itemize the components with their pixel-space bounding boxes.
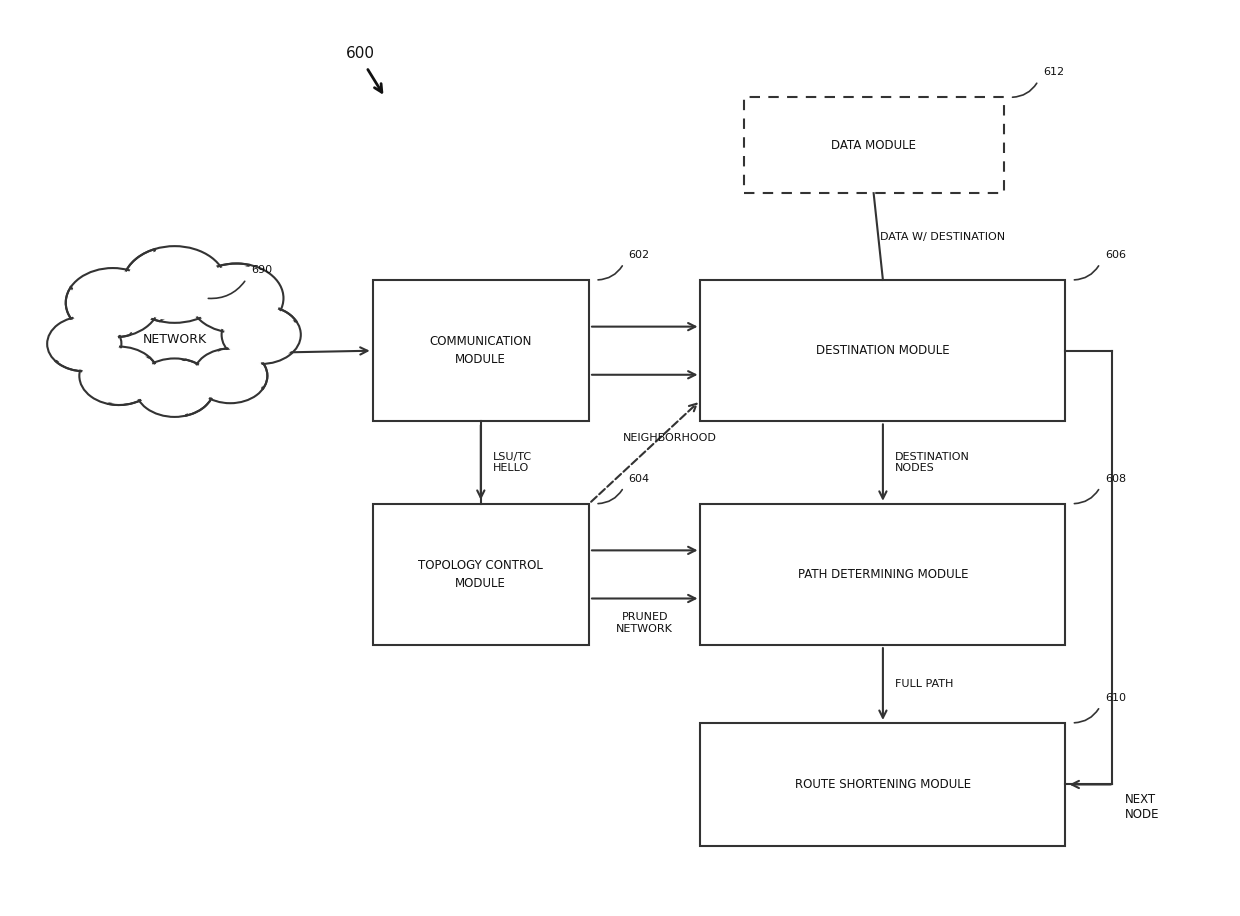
Text: PRUNED
NETWORK: PRUNED NETWORK	[616, 612, 673, 634]
FancyBboxPatch shape	[372, 504, 589, 645]
Circle shape	[50, 319, 119, 369]
FancyBboxPatch shape	[701, 504, 1065, 645]
Circle shape	[193, 267, 280, 330]
Text: 612: 612	[1043, 67, 1064, 77]
Text: 690: 690	[252, 266, 273, 276]
Text: LSU/TC
HELLO: LSU/TC HELLO	[494, 452, 532, 474]
FancyBboxPatch shape	[744, 97, 1003, 193]
Text: COMMUNICATION
MODULE: COMMUNICATION MODULE	[429, 335, 532, 366]
Circle shape	[222, 306, 301, 364]
Circle shape	[193, 348, 268, 403]
Text: ROUTE SHORTENING MODULE: ROUTE SHORTENING MODULE	[795, 778, 971, 791]
Text: 604: 604	[629, 474, 650, 484]
Circle shape	[47, 316, 122, 371]
Circle shape	[135, 358, 215, 417]
Text: NETWORK: NETWORK	[143, 333, 207, 345]
Circle shape	[190, 264, 284, 333]
Text: PATH DETERMINING MODULE: PATH DETERMINING MODULE	[797, 568, 968, 581]
Circle shape	[224, 308, 298, 362]
Circle shape	[123, 246, 227, 322]
Text: 600: 600	[346, 46, 374, 60]
Circle shape	[66, 268, 160, 337]
Circle shape	[126, 249, 222, 320]
Text: TOPOLOGY CONTROL
MODULE: TOPOLOGY CONTROL MODULE	[418, 559, 543, 590]
Text: DATA W/ DESTINATION: DATA W/ DESTINATION	[880, 232, 1004, 242]
FancyBboxPatch shape	[372, 280, 589, 421]
Circle shape	[83, 349, 155, 403]
FancyBboxPatch shape	[701, 723, 1065, 846]
Text: DESTINATION MODULE: DESTINATION MODULE	[816, 344, 950, 357]
FancyBboxPatch shape	[701, 280, 1065, 421]
Circle shape	[79, 346, 159, 405]
Circle shape	[69, 271, 156, 334]
Circle shape	[196, 351, 264, 401]
Text: FULL PATH: FULL PATH	[895, 679, 954, 689]
Text: NEIGHBORHOOD: NEIGHBORHOOD	[622, 433, 717, 442]
Text: 602: 602	[629, 250, 650, 260]
Circle shape	[138, 361, 211, 415]
Text: 610: 610	[1105, 692, 1126, 703]
Text: NEXT
NODE: NEXT NODE	[1125, 793, 1159, 822]
Text: DATA MODULE: DATA MODULE	[831, 138, 916, 152]
Text: 608: 608	[1105, 474, 1126, 484]
Polygon shape	[56, 249, 296, 416]
Text: 606: 606	[1105, 250, 1126, 260]
Text: DESTINATION
NODES: DESTINATION NODES	[895, 452, 970, 474]
